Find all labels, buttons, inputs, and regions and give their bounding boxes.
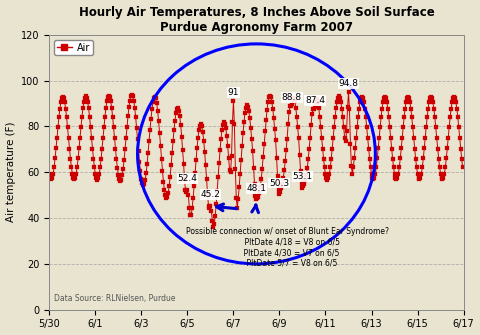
Legend: Air: Air bbox=[54, 40, 93, 55]
Text: Data Source: RLNielsen, Purdue: Data Source: RLNielsen, Purdue bbox=[54, 294, 176, 303]
Text: 94.8: 94.8 bbox=[338, 79, 359, 88]
Text: 52.4: 52.4 bbox=[178, 174, 197, 183]
Text: 48.1: 48.1 bbox=[246, 184, 266, 193]
Title: Hourly Air Temperatures, 8 Inches Above Soil Surface
Purdue Agronomy Farm 2007: Hourly Air Temperatures, 8 Inches Above … bbox=[79, 6, 434, 34]
Text: 50.3: 50.3 bbox=[269, 179, 289, 188]
Text: 87.4: 87.4 bbox=[305, 96, 325, 105]
Text: Possible connection w/ onset of Blunt Ear Syndrome?
    PltDate 4/18 = V8 on 6/5: Possible connection w/ onset of Blunt Ea… bbox=[186, 227, 389, 267]
Text: 45.2: 45.2 bbox=[201, 190, 220, 199]
Text: 91: 91 bbox=[228, 87, 239, 96]
Text: 53.1: 53.1 bbox=[292, 172, 312, 181]
Text: 88.8: 88.8 bbox=[282, 93, 302, 102]
Y-axis label: Air temperature (F): Air temperature (F) bbox=[6, 122, 15, 222]
